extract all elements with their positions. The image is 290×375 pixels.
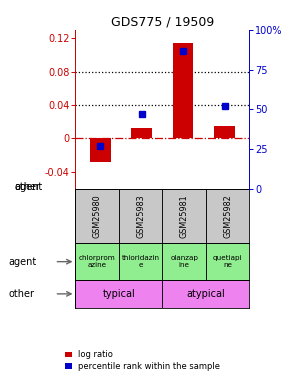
Bar	[162, 280, 249, 308]
Bar	[90, 138, 110, 162]
Text: GSM25980: GSM25980	[93, 194, 102, 238]
Text: olanzap
ine: olanzap ine	[170, 255, 198, 268]
Bar	[131, 129, 152, 138]
Text: quetiapi
ne: quetiapi ne	[213, 255, 242, 268]
Title: GDS775 / 19509: GDS775 / 19509	[111, 16, 214, 29]
Legend: log ratio, percentile rank within the sample: log ratio, percentile rank within the sa…	[65, 350, 220, 371]
Text: atypical: atypical	[186, 289, 225, 299]
Text: other: other	[9, 289, 35, 299]
Text: agent: agent	[14, 183, 43, 192]
Text: chlorprom
azine: chlorprom azine	[79, 255, 115, 268]
Bar	[206, 189, 249, 243]
Text: GSM25982: GSM25982	[223, 194, 232, 238]
Bar	[75, 189, 119, 243]
Bar	[119, 243, 162, 280]
Bar	[214, 126, 235, 138]
Bar	[75, 243, 119, 280]
Bar	[162, 243, 206, 280]
Bar	[75, 280, 162, 308]
Text: other: other	[14, 183, 41, 192]
Bar	[173, 42, 193, 138]
Bar	[206, 243, 249, 280]
Text: GSM25981: GSM25981	[180, 194, 189, 238]
Bar	[162, 189, 206, 243]
Text: GSM25983: GSM25983	[136, 194, 145, 238]
Bar	[119, 189, 162, 243]
Text: thioridazin
e: thioridazin e	[122, 255, 160, 268]
Text: typical: typical	[103, 289, 135, 299]
Text: agent: agent	[9, 256, 37, 267]
